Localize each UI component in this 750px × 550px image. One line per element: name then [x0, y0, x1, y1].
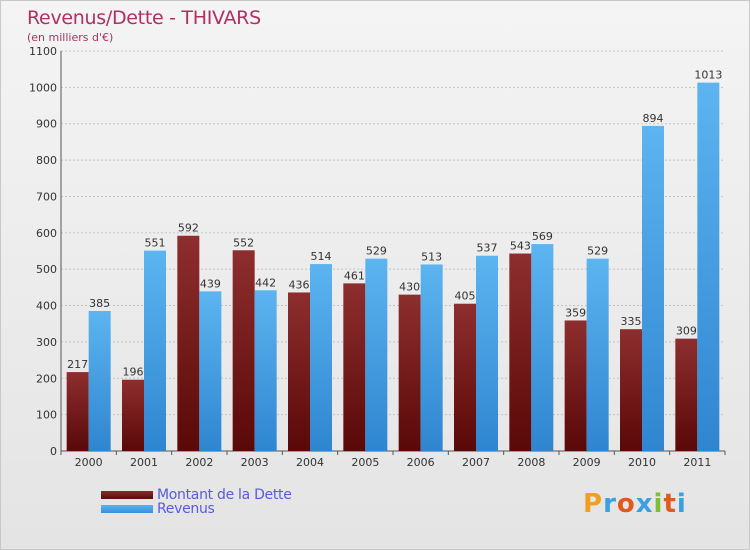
y-tick-label: 0 [50, 445, 57, 458]
bar-revenus [697, 82, 720, 452]
y-tick-label: 300 [36, 336, 57, 349]
chart-subtitle: (en milliers d'€) [27, 31, 114, 44]
bar-revenus [420, 264, 443, 451]
data-label-revenus: 529 [366, 245, 387, 258]
data-label-revenus: 569 [532, 230, 553, 243]
data-label-revenus: 1013 [694, 69, 722, 82]
x-tick-label: 2009 [573, 456, 601, 469]
data-label-dette: 461 [344, 269, 365, 282]
bar-revenus [254, 290, 277, 451]
legend-label-revenus: Revenus [157, 501, 215, 517]
bar-dette [620, 329, 642, 451]
data-label-revenus: 442 [255, 276, 276, 289]
data-label-dette: 436 [289, 278, 310, 291]
bar-revenus [310, 264, 332, 451]
bar-dette [675, 338, 698, 451]
bar-dette [454, 303, 476, 451]
x-tick-label: 2004 [296, 456, 324, 469]
y-tick-label: 400 [36, 300, 57, 313]
logo-letter: o [616, 489, 636, 519]
data-label-revenus: 537 [477, 242, 498, 255]
y-tick-label: 700 [36, 190, 57, 203]
logo-letter: r [603, 489, 617, 519]
data-label-dette: 592 [178, 222, 199, 235]
bar-dette [564, 320, 587, 451]
y-tick-label: 1000 [29, 81, 57, 94]
data-label-dette: 309 [676, 325, 697, 338]
y-tick-label: 500 [36, 263, 57, 276]
bar-dette [509, 253, 532, 451]
data-label-revenus: 894 [643, 112, 664, 125]
data-label-dette: 552 [233, 236, 254, 249]
bar-revenus [88, 311, 111, 451]
x-tick-label: 2002 [185, 456, 213, 469]
bar-dette [232, 250, 255, 451]
data-label-revenus: 513 [421, 250, 442, 263]
y-tick-label: 100 [36, 409, 57, 422]
bar-dette [122, 379, 144, 451]
y-tick-label: 1100 [29, 45, 57, 58]
data-label-dette: 196 [123, 366, 144, 379]
bar-revenus [365, 258, 388, 451]
data-label-dette: 430 [399, 281, 420, 294]
logo-letter: t [663, 489, 677, 519]
data-label-dette: 543 [510, 240, 531, 253]
x-tick-label: 2001 [130, 456, 158, 469]
data-label-revenus: 439 [200, 277, 221, 290]
legend-swatch-dette [101, 491, 153, 499]
chart-title: Revenus/Dette - THIVARS [27, 7, 261, 29]
x-tick-label: 2011 [683, 456, 711, 469]
logo-letter: i [676, 489, 687, 519]
bar-dette [177, 235, 200, 451]
y-tick-label: 800 [36, 154, 57, 167]
y-tick-label: 200 [36, 372, 57, 385]
data-label-dette: 335 [621, 315, 642, 328]
bar-revenus [586, 258, 609, 451]
x-tick-label: 2007 [462, 456, 490, 469]
logo-letter: P [583, 489, 604, 519]
x-tick-label: 2000 [75, 456, 103, 469]
y-tick-label: 600 [36, 227, 57, 240]
legend-swatch-revenus [101, 505, 153, 513]
bar-revenus [476, 255, 498, 451]
bar-revenus [531, 244, 554, 451]
bar-dette [343, 283, 366, 451]
data-label-dette: 359 [565, 306, 586, 319]
x-tick-label: 2010 [628, 456, 656, 469]
data-label-revenus: 385 [89, 297, 110, 310]
data-label-revenus: 514 [311, 250, 332, 263]
bar-dette [398, 294, 421, 451]
x-tick-label: 2006 [407, 456, 435, 469]
legend-label-dette: Montant de la Dette [157, 487, 292, 503]
bar-dette [288, 292, 310, 451]
bar-revenus [642, 125, 664, 451]
data-label-dette: 405 [455, 290, 476, 303]
x-tick-label: 2005 [351, 456, 379, 469]
y-tick-label: 900 [36, 118, 57, 131]
bar-revenus [199, 291, 222, 451]
bar-dette [66, 372, 89, 451]
x-tick-label: 2003 [241, 456, 269, 469]
logo-letter: x [635, 489, 654, 519]
data-label-revenus: 529 [587, 245, 608, 258]
x-tick-label: 2008 [517, 456, 545, 469]
logo-letter: i [653, 489, 664, 519]
proxiti-logo: Proxiti [583, 489, 687, 519]
bar-revenus [144, 250, 166, 451]
data-label-revenus: 551 [145, 237, 166, 250]
data-label-dette: 217 [67, 358, 88, 371]
